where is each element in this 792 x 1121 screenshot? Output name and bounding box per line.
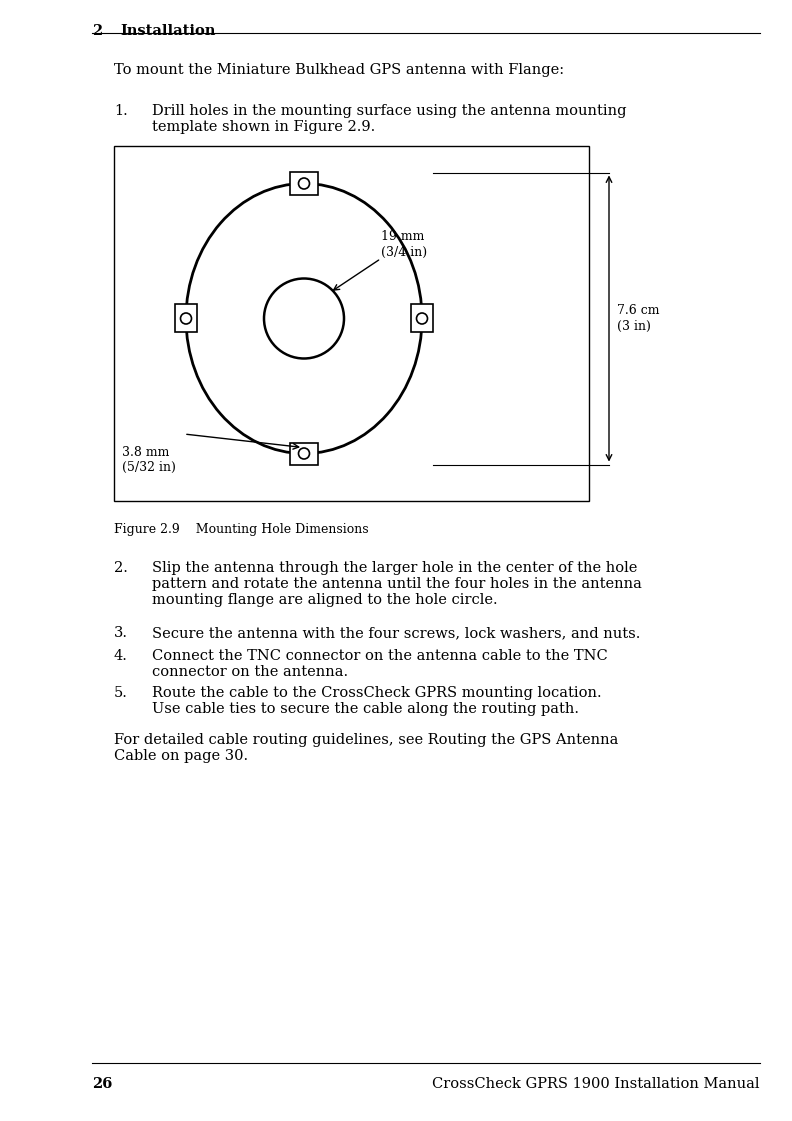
Text: Drill holes in the mounting surface using the antenna mounting
template shown in: Drill holes in the mounting surface usin… [152, 104, 626, 135]
Circle shape [417, 313, 428, 324]
Circle shape [299, 448, 310, 458]
Text: Figure 2.9    Mounting Hole Dimensions: Figure 2.9 Mounting Hole Dimensions [114, 524, 368, 536]
Text: 2.: 2. [114, 560, 128, 575]
Text: CrossCheck GPRS 1900 Installation Manual: CrossCheck GPRS 1900 Installation Manual [432, 1077, 760, 1091]
Text: To mount the Miniature Bulkhead GPS antenna with Flange:: To mount the Miniature Bulkhead GPS ante… [114, 63, 564, 77]
Text: 3.8 mm
(5/32 in): 3.8 mm (5/32 in) [122, 446, 176, 474]
Circle shape [299, 178, 310, 189]
Circle shape [181, 313, 192, 324]
Text: 19 mm
(3/4 in): 19 mm (3/4 in) [381, 231, 427, 259]
Text: 3.: 3. [114, 626, 128, 640]
Text: 1.: 1. [114, 104, 128, 118]
Bar [114, 146, 589, 501]
Text: 5.: 5. [114, 686, 128, 700]
Ellipse shape [186, 184, 422, 454]
Text: Route the cable to the CrossCheck GPRS mounting location.
Use cable ties to secu: Route the cable to the CrossCheck GPRS m… [152, 686, 602, 716]
Bar [290, 443, 318, 464]
Text: 26: 26 [92, 1077, 112, 1091]
Text: For detailed cable routing guidelines, see Routing the GPS Antenna
Cable on page: For detailed cable routing guidelines, s… [114, 733, 619, 763]
Bar [411, 305, 433, 333]
Text: 4.: 4. [114, 649, 128, 663]
Text: 2: 2 [92, 24, 102, 38]
Bar [175, 305, 197, 333]
Circle shape [264, 278, 344, 359]
Text: Slip the antenna through the larger hole in the center of the hole
pattern and r: Slip the antenna through the larger hole… [152, 560, 642, 608]
Bar [290, 173, 318, 195]
Text: 7.6 cm
(3 in): 7.6 cm (3 in) [617, 305, 660, 333]
Text: Installation: Installation [120, 24, 215, 38]
Text: Secure the antenna with the four screws, lock washers, and nuts.: Secure the antenna with the four screws,… [152, 626, 641, 640]
Text: Connect the TNC connector on the antenna cable to the TNC
connector on the anten: Connect the TNC connector on the antenna… [152, 649, 607, 679]
